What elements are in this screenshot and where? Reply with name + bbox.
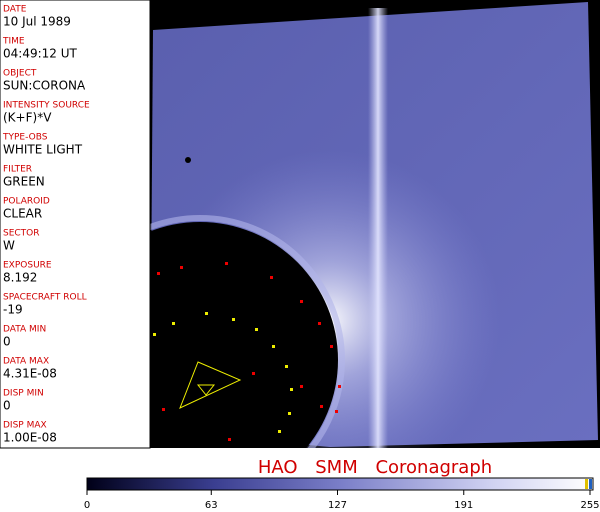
colorbar-tick-label: 255 [580, 500, 599, 511]
field-value: GREEN [3, 175, 45, 189]
header-panel [0, 0, 151, 449]
field-value: -19 [3, 303, 23, 317]
field-label: TYPE-OBS [2, 133, 48, 143]
field-value: 0 [3, 399, 11, 413]
colorbar-cap [585, 479, 588, 489]
field-label: DATE [3, 5, 27, 15]
colorbar-tick-label: 127 [328, 500, 347, 511]
field-value: 4.31E-08 [3, 367, 57, 381]
colorbar-tick-label: 0 [84, 500, 90, 511]
colorbar-tick-label: 63 [205, 500, 218, 511]
colorbar-tick-label: 191 [454, 500, 473, 511]
field-label: SECTOR [3, 229, 40, 239]
field-value: 1.00E-08 [3, 431, 57, 445]
field-value: WHITE LIGHT [3, 143, 83, 157]
field-value: CLEAR [3, 207, 42, 221]
field-label: EXPOSURE [3, 261, 52, 271]
field-value: 0 [3, 335, 11, 349]
field-value: 04:49:12 UT [3, 47, 77, 61]
field-label: TIME [2, 37, 25, 47]
field-value: (K+F)*V [3, 111, 52, 125]
corona-image [150, 2, 600, 448]
colorbar-cap [589, 479, 592, 489]
field-value: SUN:CORONA [3, 79, 86, 93]
image-title: HAO SMM Coronagraph [258, 457, 492, 478]
field-value: 10 Jul 1989 [3, 15, 71, 29]
field-label: DATA MAX [3, 357, 49, 367]
field-label: POLAROID [3, 197, 50, 207]
field-label: DISP MIN [3, 389, 44, 399]
field-label: FILTER [3, 165, 32, 175]
field-label: DATA MIN [3, 325, 46, 335]
field-label: OBJECT [3, 69, 37, 79]
field-label: SPACECRAFT ROLL [3, 293, 87, 303]
field-label: DISP MAX [3, 421, 47, 431]
colorbar [86, 477, 594, 491]
field-value: W [3, 239, 15, 253]
field-label: INTENSITY SOURCE [3, 101, 90, 111]
field-value: 8.192 [3, 271, 37, 285]
